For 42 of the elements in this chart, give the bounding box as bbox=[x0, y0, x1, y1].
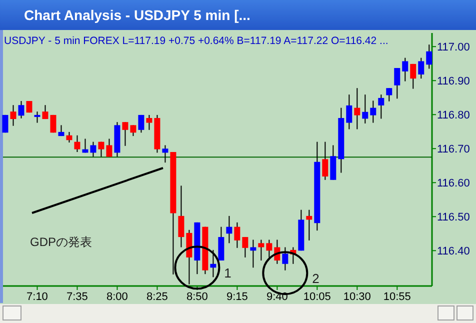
candlestick bbox=[162, 144, 168, 164]
candlestick bbox=[34, 111, 40, 124]
candlestick bbox=[10, 104, 16, 126]
candlestick bbox=[138, 114, 144, 134]
candlestick bbox=[362, 94, 368, 124]
candlestick bbox=[146, 114, 152, 130]
candlestick bbox=[178, 185, 184, 248]
candlestick bbox=[266, 239, 272, 258]
candlestick bbox=[386, 88, 392, 102]
candlestick bbox=[346, 94, 352, 130]
candlestick bbox=[306, 209, 312, 241]
candlestick bbox=[234, 222, 240, 248]
candlestick bbox=[226, 215, 232, 244]
candlestick bbox=[74, 134, 80, 153]
candlestick bbox=[250, 239, 256, 268]
candlestick bbox=[18, 100, 24, 119]
candlestick bbox=[98, 141, 104, 158]
candlestick bbox=[42, 104, 48, 120]
candlestick bbox=[394, 68, 400, 100]
candlestick bbox=[330, 144, 336, 180]
candlestick bbox=[378, 94, 384, 120]
candlestick bbox=[106, 138, 112, 158]
candlestick bbox=[410, 63, 416, 90]
candlestick bbox=[370, 100, 376, 124]
candlestick bbox=[122, 122, 128, 146]
candlestick bbox=[418, 57, 424, 80]
candlestick bbox=[242, 236, 248, 258]
annotation: 1 bbox=[224, 266, 232, 281]
candlestick bbox=[130, 124, 136, 137]
title: Chart Analysis - USDJPY 5 min [... bbox=[24, 7, 250, 23]
candlestick bbox=[402, 57, 408, 82]
candlestick bbox=[66, 131, 72, 143]
candlestick bbox=[322, 141, 328, 180]
candlestick bbox=[282, 246, 288, 271]
subtitle: USDJPY - 5 min FOREX L=117.19 +0.75 +0.64% B=117.19 A=117.22 O=116.42 ... bbox=[4, 35, 388, 47]
annotation: 2 bbox=[312, 271, 320, 286]
candlestick bbox=[90, 141, 96, 158]
candlestick bbox=[210, 249, 216, 278]
candlestick bbox=[354, 88, 360, 130]
candlestick bbox=[258, 239, 264, 261]
annotation: GDPの発表 bbox=[30, 235, 92, 249]
candlestick bbox=[218, 226, 224, 261]
